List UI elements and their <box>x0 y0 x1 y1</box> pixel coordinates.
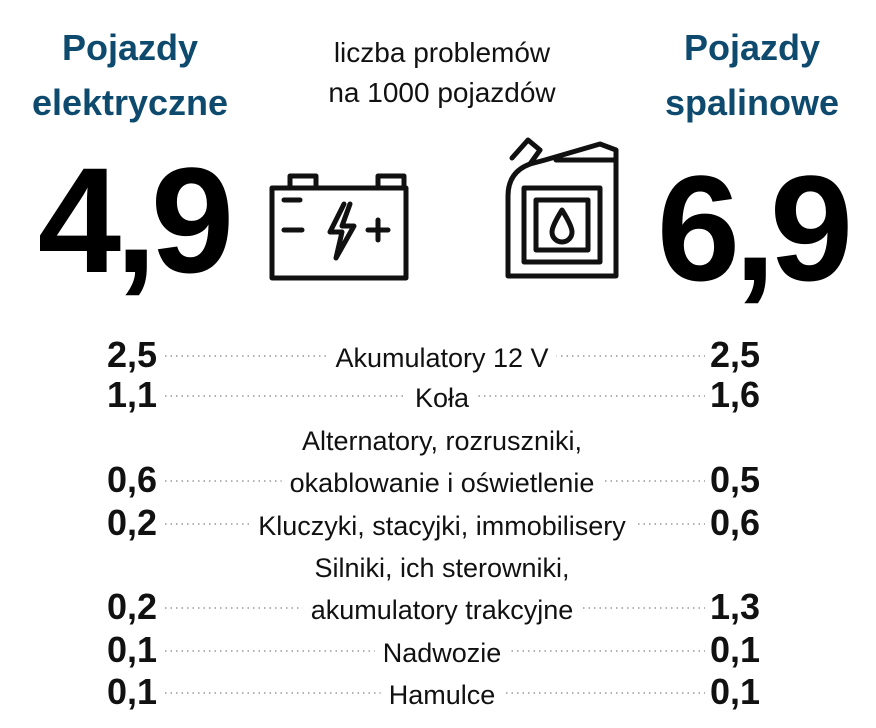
label-bg <box>380 680 504 710</box>
right-total: 6,9 <box>657 144 848 312</box>
row-label: Alternatory, rozruszniki, <box>302 426 582 456</box>
row-label: Nadwozie <box>383 638 502 668</box>
right-value: 1,6 <box>710 374 760 415</box>
subtitle: na 1000 pojazdów <box>328 77 556 108</box>
label-bg <box>293 426 591 456</box>
label-bg <box>406 383 478 413</box>
row-label: akumulatory trakcyjne <box>311 595 574 625</box>
label-bg <box>327 343 557 373</box>
left-value: 2,5 <box>107 334 157 375</box>
label-bg <box>281 468 603 498</box>
right-value: 0,6 <box>710 502 760 543</box>
left-title: Pojazdy <box>62 27 198 68</box>
right-value: 1,3 <box>710 586 760 627</box>
left-value: 0,2 <box>107 502 157 543</box>
subtitle: liczba problemów <box>334 37 551 68</box>
left-value: 1,1 <box>107 374 157 415</box>
right-title: Pojazdy <box>684 27 820 68</box>
left-value: 0,1 <box>107 671 157 712</box>
row-label: Hamulce <box>389 680 496 710</box>
right-title: spalinowe <box>665 82 839 123</box>
row: 0,6 0,5 Alternatory, rozruszniki, okablowan… <box>107 426 760 500</box>
right-value: 0,5 <box>710 459 760 500</box>
row-label: Koła <box>415 383 470 413</box>
left-value: 0,1 <box>107 629 157 670</box>
left-value: 0,6 <box>107 459 157 500</box>
row: 2,5 2,5 Akumulatory 12 V <box>107 334 760 375</box>
left-value: 0,2 <box>107 586 157 627</box>
right-value: 0,1 <box>710 629 760 670</box>
row: 1,1 1,6 Koła <box>107 374 760 415</box>
canister-icon <box>505 137 619 279</box>
row-label: Silniki, ich sterowniki, <box>314 553 569 583</box>
row: 0,1 0,1 Hamulce <box>107 671 760 712</box>
label-bg <box>306 553 578 583</box>
row: 0,2 1,3 Silniki, ich sterowniki, akumulator… <box>107 553 760 627</box>
label-bg <box>302 595 582 625</box>
row-label: okablowanie i oświetlenie <box>290 468 595 498</box>
row: 0,2 0,6 Kluczyki, stacyjki, immobilisery <box>107 502 760 543</box>
right-value: 0,1 <box>710 671 760 712</box>
label-bg <box>374 638 510 668</box>
row-label: Akumulatory 12 V <box>335 343 548 373</box>
battery-icon <box>269 173 409 281</box>
label-bg <box>250 511 635 541</box>
left-title: elektryczne <box>32 82 228 123</box>
left-total: 4,9 <box>38 136 229 304</box>
row: 0,1 0,1 Nadwozie <box>107 629 760 670</box>
row-label: Kluczyki, stacyjki, immobilisery <box>258 511 626 541</box>
right-value: 2,5 <box>710 334 760 375</box>
